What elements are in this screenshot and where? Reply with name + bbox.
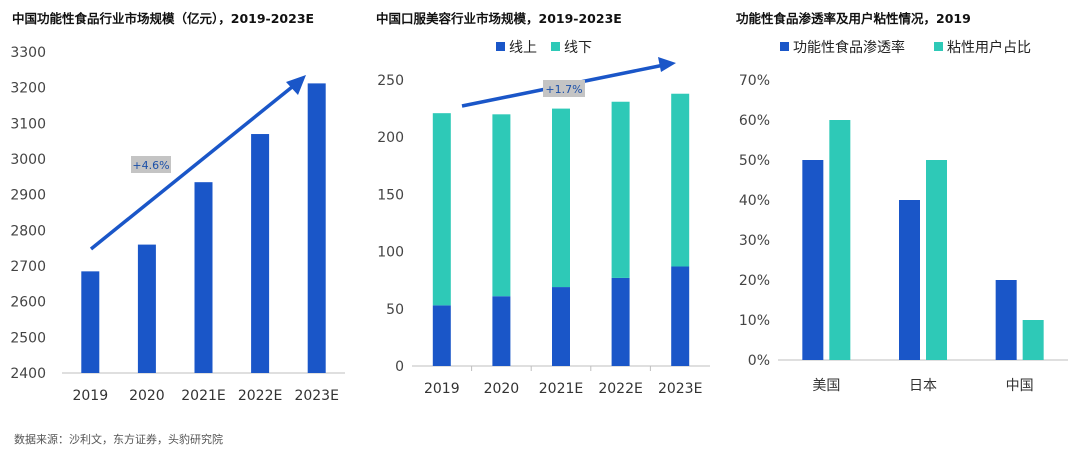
legend-label: 线上 (509, 40, 537, 56)
x-tick-label: 日本 (909, 378, 937, 394)
x-tick-label: 2019 (72, 388, 108, 404)
chart-title: 中国功能性食品行业市场规模（亿元），2019-2023E (12, 11, 315, 26)
x-tick-label: 2021E (181, 388, 225, 404)
bar (1022, 320, 1044, 360)
y-tick-label: 10% (739, 313, 770, 329)
y-tick-label: 2900 (10, 188, 46, 204)
chart-title: 功能性食品渗透率及用户粘性情况，2019 (736, 11, 971, 26)
bar (926, 160, 947, 360)
y-tick-label: 2800 (10, 223, 46, 239)
bar (194, 182, 213, 373)
x-tick-label: 2022E (598, 381, 642, 397)
y-tick-label: 40% (739, 193, 770, 209)
legend-label: 功能性食品渗透率 (793, 39, 905, 56)
chart-title: 中国口服美容行业市场规模，2019-2023E (376, 11, 622, 26)
bar (802, 160, 824, 360)
chart-oral-beauty-market: 0 50 100 150 200 250 2019 2020 2021E 2022E 2023E 线上… (377, 40, 710, 397)
y-tick-label: 0 (395, 359, 404, 375)
legend-swatch (496, 42, 505, 51)
y-tick-label: 50 (386, 302, 404, 318)
bar-segment (671, 266, 690, 366)
bar-segment (671, 93, 690, 267)
y-tick-label: 200 (377, 130, 404, 146)
y-tick-label: 2700 (10, 259, 46, 275)
bar (137, 244, 156, 373)
y-tick-label: 3300 (10, 45, 46, 61)
y-tick-label: 0% (748, 353, 770, 369)
y-tick-label: 50% (739, 153, 770, 169)
y-tick-label: 2400 (10, 366, 46, 382)
chart-panel-functional-food: 中国功能性食品行业市场规模（亿元），2019-2023E 2400 2500 260… (0, 0, 360, 420)
bar (995, 280, 1017, 360)
y-tick-label: 3100 (10, 116, 46, 132)
chart-panel-oral-beauty: 中国口服美容行业市场规模，2019-2023E 0 50 100 150 200 250 2… (370, 0, 720, 420)
y-tick-label: 100 (377, 245, 404, 261)
legend-swatch (551, 42, 560, 51)
x-tick-label: 2021E (539, 381, 583, 397)
y-tick-label: 60% (739, 113, 770, 129)
annotation-box (131, 156, 171, 173)
x-tick-label: 2022E (238, 388, 282, 404)
bar (307, 83, 326, 374)
y-tick-label: 70% (739, 73, 770, 89)
y-tick-label: 150 (377, 187, 404, 203)
chart-functional-food-market: 2400 2500 2600 2700 2800 2900 3000 3100 3200 3300… (10, 45, 345, 404)
bar-segment (432, 113, 451, 306)
y-tick-label: 2600 (10, 295, 46, 311)
chart-panel-penetration: 功能性食品渗透率及用户粘性情况，2019 0% 10% 20% 30% 40% 50% 60… (728, 0, 1080, 420)
trend-arrow-head (286, 75, 306, 95)
bar-segment (611, 101, 630, 278)
x-tick-label: 中国 (1006, 378, 1034, 394)
y-tick-label: 20% (739, 273, 770, 289)
y-tick-label: 3200 (10, 81, 46, 97)
bar-segment (552, 287, 570, 366)
annotation-box (543, 80, 585, 97)
bar-segment (492, 114, 511, 297)
bar (829, 120, 851, 360)
x-tick-label: 2020 (129, 388, 165, 404)
x-tick-label: 2023E (294, 388, 338, 404)
bar (251, 134, 270, 373)
legend-label: 粘性用户占比 (947, 39, 1031, 56)
trend-arrow-line (89, 81, 299, 251)
growth-annotation: +1.7% (545, 83, 582, 96)
bar-segment (432, 305, 451, 366)
y-tick-label: 30% (739, 233, 770, 249)
x-tick-label: 美国 (812, 378, 840, 394)
trend-arrow-head (658, 57, 676, 72)
y-tick-label: 2500 (10, 330, 46, 346)
bar-segment (552, 108, 570, 288)
bar (899, 200, 920, 360)
chart-penetration-stickiness: 0% 10% 20% 30% 40% 50% 60% 70% 美国 日本 中国 功能性食品渗透率 粘性用… (739, 39, 1068, 394)
x-tick-label: 2019 (424, 381, 460, 397)
x-tick-label: 2023E (658, 381, 702, 397)
legend-swatch (934, 42, 943, 51)
x-tick-label: 2020 (484, 381, 520, 397)
bar (81, 271, 100, 373)
legend-swatch (780, 42, 789, 51)
source-note: 数据来源：沙利文，东方证券，头豹研究院 (14, 433, 223, 446)
y-tick-label: 3000 (10, 152, 46, 168)
y-tick-label: 250 (377, 73, 404, 89)
legend-label: 线下 (564, 40, 592, 56)
growth-annotation: +4.6% (132, 159, 169, 172)
bar-segment (492, 296, 511, 366)
bar-segment (611, 277, 630, 366)
